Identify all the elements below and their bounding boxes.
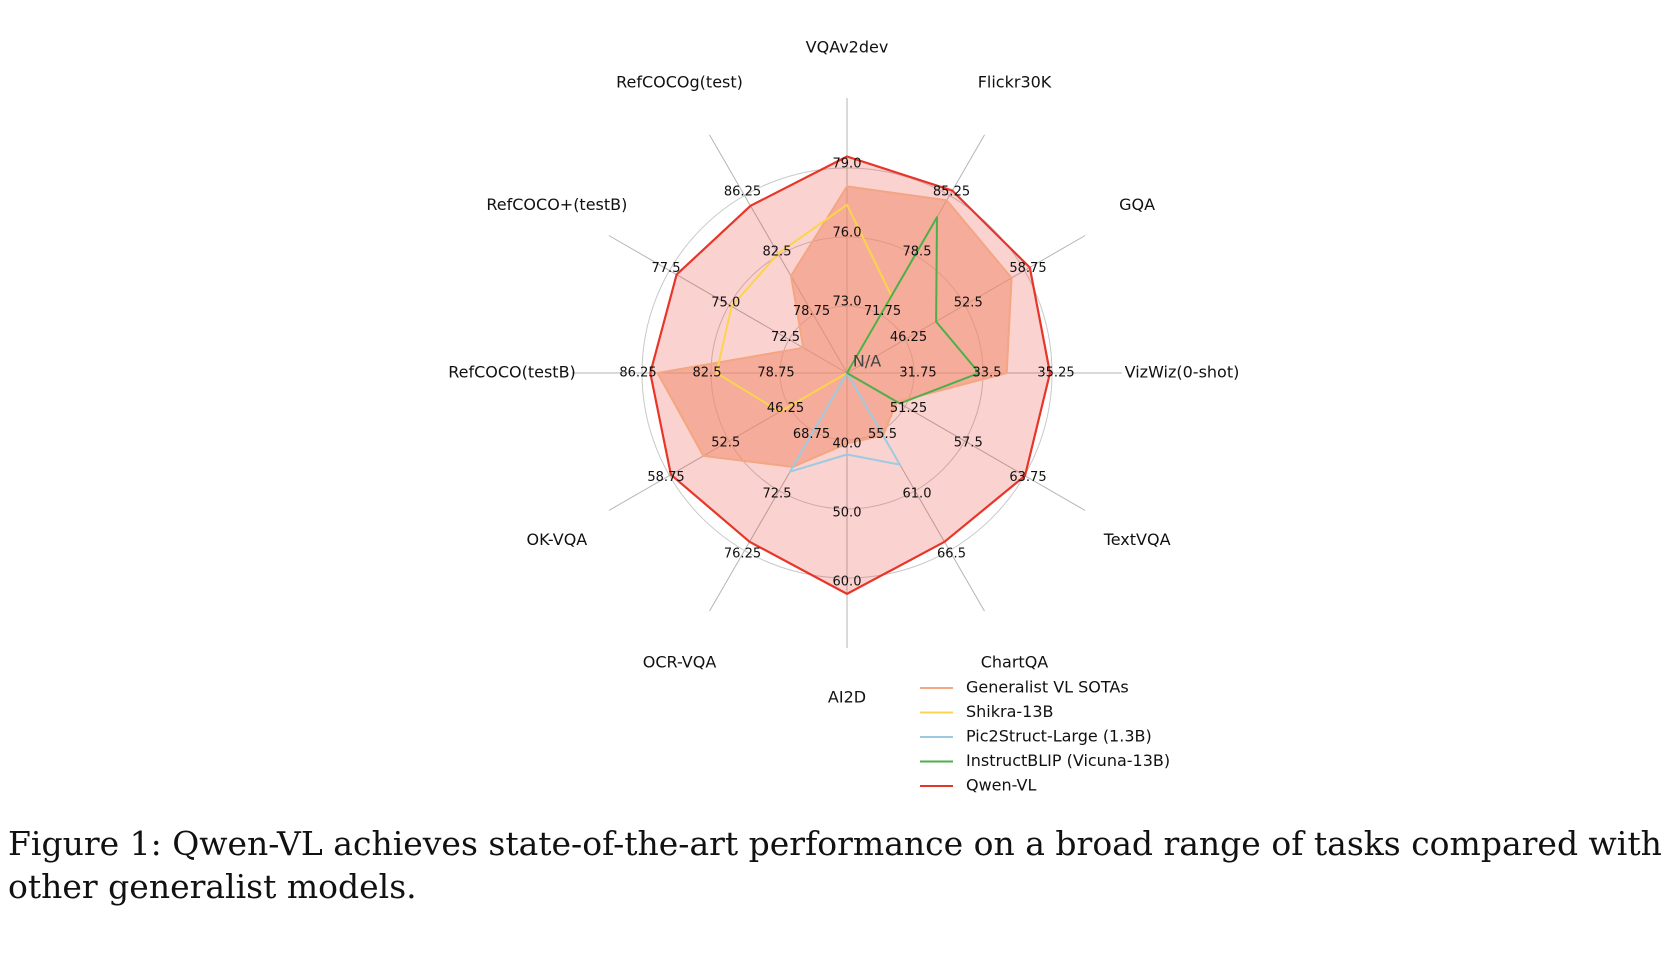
tick-label: 72.5 — [771, 330, 800, 345]
tick-label: 33.5 — [973, 366, 1002, 381]
tick-label: 76.25 — [724, 546, 761, 561]
axis-label-textvqa: TextVQA — [1103, 530, 1171, 549]
tick-label: 68.75 — [793, 427, 830, 442]
tick-label: 78.75 — [793, 304, 830, 319]
tick-label: 86.25 — [724, 185, 761, 200]
axis-label-gqa: GQA — [1119, 195, 1155, 214]
tick-label: 78.5 — [903, 244, 932, 259]
tick-label: 72.5 — [763, 487, 792, 502]
tick-label: 60.0 — [833, 575, 862, 590]
axis-label-chartqa: ChartQA — [981, 653, 1049, 672]
tick-label: 82.5 — [763, 244, 792, 259]
tick-label: 40.0 — [833, 437, 862, 452]
legend-label: Pic2Struct-Large (1.3B) — [966, 727, 1152, 746]
tick-label: 63.75 — [1009, 470, 1046, 485]
axis-label-ocr-vqa: OCR-VQA — [643, 653, 717, 672]
legend-label: InstructBLIP (Vicuna-13B) — [966, 751, 1170, 770]
figure-caption: Figure 1: Qwen-VL achieves state-of-the-… — [8, 824, 1662, 906]
tick-label: 78.75 — [757, 366, 794, 381]
series-line-generalist-vl-sotas — [656, 185, 1013, 468]
axis-label-flickr30k: Flickr30K — [978, 72, 1052, 91]
tick-label: 51.25 — [890, 401, 927, 416]
tick-label: 86.25 — [619, 366, 656, 381]
tick-label: 46.25 — [767, 401, 804, 416]
tick-label: 82.5 — [693, 366, 722, 381]
axis-label-ok-vqa: OK-VQA — [527, 530, 588, 549]
tick-label: 31.75 — [899, 366, 936, 381]
series-fill-generalist-vl-sotas — [657, 186, 1012, 467]
tick-label: 58.75 — [647, 470, 684, 485]
axis-label-refcocog-test: RefCOCOg(test) — [616, 72, 743, 91]
series-lines — [649, 155, 1052, 596]
legend-label: Shikra-13B — [966, 702, 1054, 721]
tick-label: 55.5 — [868, 427, 897, 442]
series-line-qwen-vl — [649, 155, 1052, 596]
series-line-instructblip-vicuna-13b — [846, 216, 981, 405]
axis-label-refcoco-testb: RefCOCO(testB) — [448, 363, 576, 382]
legend-label: Qwen-VL — [966, 776, 1036, 795]
tick-label: 71.75 — [864, 304, 901, 319]
axis-label-vqav2dev: VQAv2dev — [806, 38, 889, 57]
series-line-pic2struct-large-1-3b — [789, 372, 901, 473]
tick-label: 35.25 — [1037, 366, 1074, 381]
axis-label-refcoco-testb: RefCOCO+(testB) — [486, 195, 627, 214]
tick-label: 58.75 — [1009, 261, 1046, 276]
tick-label: 61.0 — [903, 487, 932, 502]
tick-label: 46.25 — [890, 330, 927, 345]
legend-label: Generalist VL SOTAs — [966, 678, 1129, 697]
axis-label-ai2d: AI2D — [828, 688, 866, 707]
center-label: N/A — [853, 352, 881, 371]
tick-label: 50.0 — [833, 506, 862, 521]
tick-label: 77.5 — [652, 261, 681, 276]
axis-label-vizwiz-0-shot: VizWiz(0-shot) — [1125, 363, 1240, 382]
tick-label: 52.5 — [711, 436, 740, 451]
tick-label: 79.0 — [833, 157, 862, 172]
tick-label: 52.5 — [954, 296, 983, 311]
tick-label: 73.0 — [833, 295, 862, 310]
tick-label: 57.5 — [954, 436, 983, 451]
legend: Generalist VL SOTAs Shikra-13B Pic2Struct-… — [920, 678, 1170, 795]
axis-labels: VQAv2dev Flickr30K GQA VizWiz(0-shot) TextVQ… — [448, 38, 1239, 707]
tick-label: 66.5 — [937, 546, 966, 561]
tick-label: 85.25 — [933, 185, 970, 200]
tick-label: 75.0 — [711, 296, 740, 311]
tick-label: 76.0 — [833, 226, 862, 241]
tick-labels: 73.0 76.0 79.0 71.75 78.5 85.25 46.25 52.5 58.75… — [619, 157, 1074, 590]
